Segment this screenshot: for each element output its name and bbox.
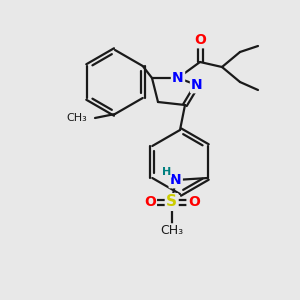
Text: S: S	[166, 194, 177, 209]
Text: O: O	[144, 195, 156, 209]
Text: H: H	[162, 167, 171, 177]
Text: N: N	[191, 78, 203, 92]
Text: N: N	[170, 173, 182, 187]
Text: N: N	[172, 71, 184, 85]
Text: O: O	[194, 33, 206, 47]
Text: CH₃: CH₃	[160, 224, 183, 238]
Text: CH₃: CH₃	[66, 113, 87, 123]
Text: O: O	[188, 195, 200, 209]
